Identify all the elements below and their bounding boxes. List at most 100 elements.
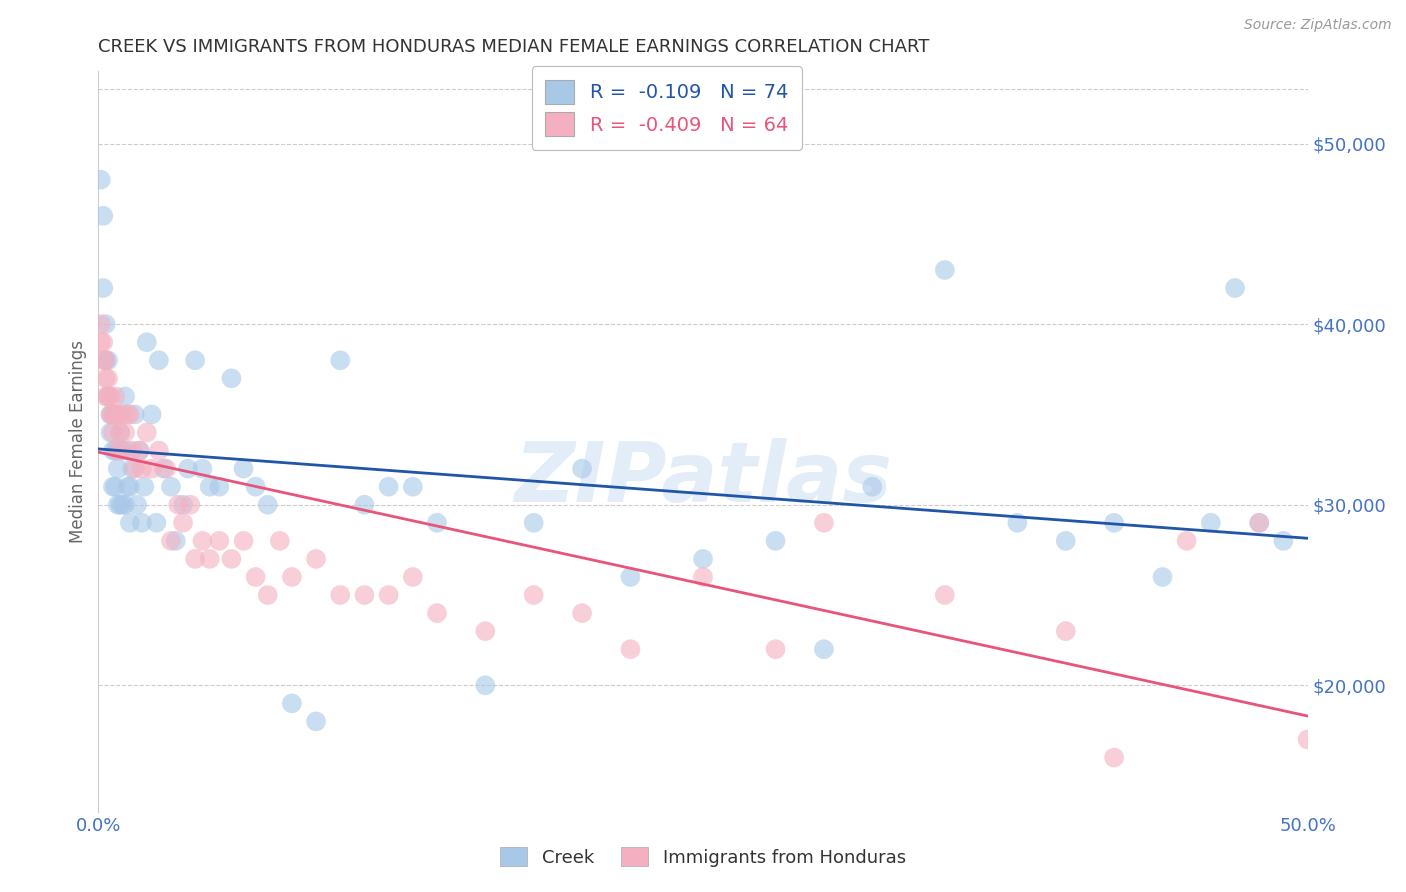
Point (90, 335, 112, 350)
Point (155, 461, 177, 475)
Point (1102, 750, 1125, 764)
Point (571, 461, 593, 475)
Legend: R =  -0.109   N = 74, R =  -0.409   N = 64: R = -0.109 N = 74, R = -0.409 N = 64 (531, 66, 801, 150)
Point (114, 498, 136, 512)
Point (134, 480, 156, 494)
Point (353, 588, 375, 602)
Point (208, 533, 231, 548)
Point (172, 498, 194, 512)
Point (118, 516, 141, 530)
Point (121, 461, 143, 475)
Point (619, 642, 641, 657)
Point (813, 516, 835, 530)
Point (94, 371, 117, 385)
Point (145, 516, 167, 530)
Point (160, 480, 183, 494)
Point (108, 425, 131, 440)
Point (571, 606, 593, 620)
Point (402, 480, 425, 494)
Point (198, 552, 221, 566)
Point (91, 335, 114, 350)
Point (117, 443, 139, 458)
Point (377, 588, 399, 602)
Point (131, 461, 153, 475)
Point (107, 408, 129, 422)
Point (165, 533, 187, 548)
Point (934, 588, 956, 602)
Point (101, 408, 124, 422)
Point (101, 443, 124, 458)
Point (179, 498, 201, 512)
Point (97, 389, 120, 403)
Point (107, 498, 129, 512)
Point (934, 263, 956, 277)
Point (692, 552, 714, 566)
Point (813, 642, 835, 657)
Point (152, 461, 174, 475)
Point (100, 389, 122, 403)
Point (141, 408, 163, 422)
Point (232, 461, 254, 475)
Point (135, 425, 157, 440)
Point (118, 408, 141, 422)
Point (426, 516, 449, 530)
Point (765, 533, 787, 548)
Text: Source: ZipAtlas.com: Source: ZipAtlas.com (1244, 18, 1392, 32)
Point (269, 533, 291, 548)
Point (191, 461, 214, 475)
Point (1199, 516, 1222, 530)
Point (114, 389, 136, 403)
Point (111, 498, 134, 512)
Point (107, 443, 129, 458)
Text: CREEK VS IMMIGRANTS FROM HONDURAS MEDIAN FEMALE EARNINGS CORRELATION CHART: CREEK VS IMMIGRANTS FROM HONDURAS MEDIAN… (98, 38, 929, 56)
Point (104, 389, 127, 403)
Point (353, 498, 375, 512)
Point (184, 353, 207, 368)
Point (90, 317, 112, 331)
Point (172, 516, 194, 530)
Point (97, 353, 120, 368)
Point (377, 480, 399, 494)
Point (426, 606, 449, 620)
Point (1249, 516, 1271, 530)
Point (124, 461, 146, 475)
Point (117, 480, 139, 494)
Point (104, 480, 127, 494)
Text: ZIPatlas: ZIPatlas (515, 438, 891, 519)
Point (121, 443, 143, 458)
Point (256, 588, 278, 602)
Point (97, 371, 120, 385)
Point (94, 389, 117, 403)
Point (281, 697, 304, 711)
Point (177, 461, 200, 475)
Point (101, 408, 124, 422)
Point (1272, 533, 1295, 548)
Point (127, 498, 149, 512)
Point (208, 480, 231, 494)
Point (148, 353, 170, 368)
Point (474, 678, 496, 692)
Point (108, 425, 131, 440)
Point (281, 570, 304, 584)
Point (117, 408, 139, 422)
Point (1054, 533, 1077, 548)
Point (305, 714, 328, 729)
Point (101, 425, 124, 440)
Point (90, 172, 112, 186)
Point (94, 317, 117, 331)
Point (221, 371, 243, 385)
Point (184, 552, 207, 566)
Point (94, 353, 117, 368)
Point (108, 498, 131, 512)
Point (100, 425, 122, 440)
Point (91, 209, 114, 223)
Point (402, 570, 425, 584)
Point (91, 353, 114, 368)
Point (692, 570, 714, 584)
Point (124, 408, 146, 422)
Point (160, 533, 183, 548)
Point (100, 408, 122, 422)
Point (474, 624, 496, 639)
Point (191, 533, 214, 548)
Point (245, 570, 267, 584)
